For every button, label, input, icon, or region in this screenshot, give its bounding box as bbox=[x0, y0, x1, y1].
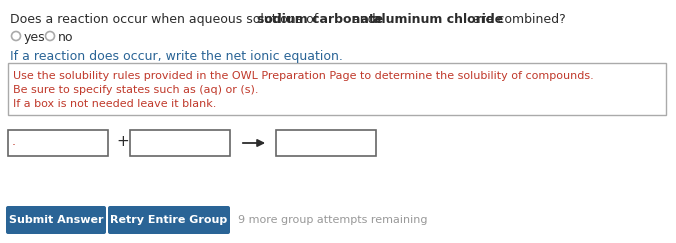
Text: Use the solubility rules provided in the OWL Preparation Page to determine the s: Use the solubility rules provided in the… bbox=[13, 71, 594, 81]
Text: Be sure to specify states such as (aq) or (s).: Be sure to specify states such as (aq) o… bbox=[13, 85, 258, 95]
Text: and: and bbox=[347, 13, 379, 26]
Text: Retry Entire Group: Retry Entire Group bbox=[110, 215, 228, 225]
FancyBboxPatch shape bbox=[130, 130, 230, 156]
Text: sodium carbonate: sodium carbonate bbox=[257, 13, 383, 26]
FancyBboxPatch shape bbox=[276, 130, 376, 156]
FancyBboxPatch shape bbox=[6, 206, 106, 234]
Text: aluminum chloride: aluminum chloride bbox=[373, 13, 504, 26]
Text: Submit Answer: Submit Answer bbox=[9, 215, 103, 225]
Text: Does a reaction occur when aqueous solutions of: Does a reaction occur when aqueous solut… bbox=[10, 13, 322, 26]
Text: +: + bbox=[116, 134, 128, 149]
FancyBboxPatch shape bbox=[108, 206, 230, 234]
Text: no: no bbox=[57, 31, 73, 44]
FancyBboxPatch shape bbox=[8, 63, 666, 115]
Text: If a box is not needed leave it blank.: If a box is not needed leave it blank. bbox=[13, 99, 216, 109]
FancyBboxPatch shape bbox=[8, 130, 108, 156]
Text: .: . bbox=[12, 135, 16, 148]
Text: 9 more group attempts remaining: 9 more group attempts remaining bbox=[238, 215, 427, 225]
Text: yes: yes bbox=[24, 31, 45, 44]
Text: are combined?: are combined? bbox=[469, 13, 566, 26]
Text: If a reaction does occur, write the net ionic equation.: If a reaction does occur, write the net … bbox=[10, 50, 343, 63]
